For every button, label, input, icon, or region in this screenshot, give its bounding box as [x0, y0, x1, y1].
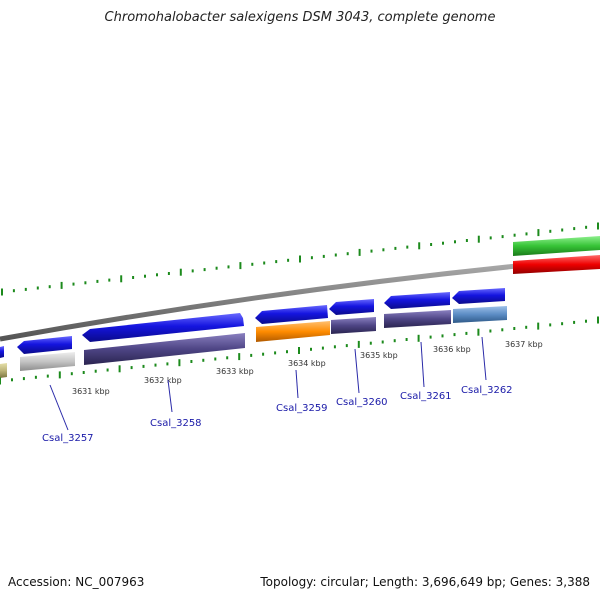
gene-arrow	[0, 346, 4, 358]
gene-arrow	[329, 299, 374, 315]
gene-arrow	[255, 305, 328, 324]
scale-label: 3633 kbp	[216, 367, 254, 376]
scale-label: 3631 kbp	[72, 387, 110, 396]
gene-label-csal-3257: Csal_3257	[42, 433, 94, 444]
feature-green-cds	[513, 236, 600, 256]
cds-box	[256, 321, 330, 342]
forward-strand	[0, 288, 505, 358]
cds-box	[453, 306, 507, 323]
scale-label: 3637 kbp	[505, 340, 543, 349]
gene-label-csal-3262: Csal_3262	[461, 385, 513, 396]
cds-box	[84, 333, 245, 365]
gene-arrow	[17, 336, 72, 354]
gene-label-csal-3260: Csal_3260	[336, 397, 388, 408]
cds-box	[384, 310, 451, 328]
gene-arrow	[384, 292, 450, 309]
scale-label: 3636 kbp	[433, 345, 471, 354]
scale-label: 3634 kbp	[288, 359, 326, 368]
topology-summary: Topology: circular; Length: 3,696,649 bp…	[260, 575, 590, 589]
scale-label: 3635 kbp	[360, 351, 398, 360]
cds-box	[331, 317, 376, 334]
cds-box	[20, 352, 75, 371]
gene-label-csal-3259: Csal_3259	[276, 403, 328, 414]
lower-tick-track	[0, 316, 599, 385]
accession-text: Accession: NC_007963	[8, 575, 145, 589]
cds-box	[0, 363, 7, 378]
gene-label-csal-3261: Csal_3261	[400, 391, 452, 402]
gene-label-csal-3258: Csal_3258	[150, 418, 202, 429]
scale-label: 3632 kbp	[144, 376, 182, 385]
feature-red-cds	[513, 255, 600, 274]
gene-arrow	[82, 313, 244, 342]
cds-track	[0, 306, 507, 378]
upper-tick-track	[1, 222, 599, 296]
gene-labels: Csal_3257 Csal_3258 Csal_3259 Csal_3260 …	[42, 336, 513, 444]
gene-arrow	[452, 288, 505, 304]
scale-labels: 3631 kbp 3632 kbp 3633 kbp 3634 kbp 3635…	[72, 340, 543, 396]
map-title: Chromohalobacter salexigens DSM 3043, co…	[104, 10, 496, 25]
